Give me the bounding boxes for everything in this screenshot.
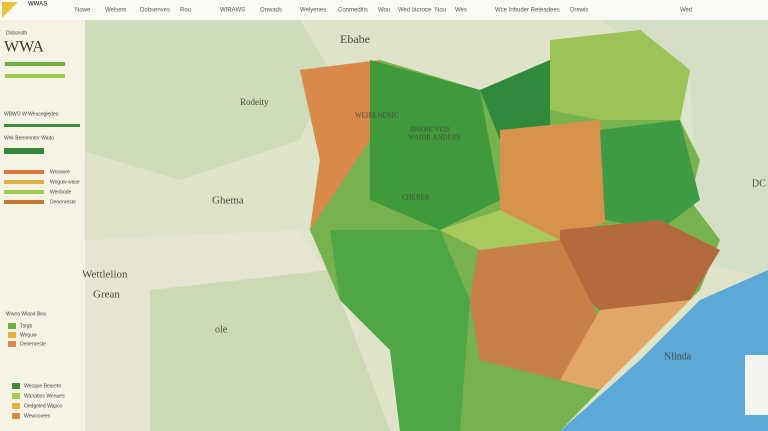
nav-item: Conmeditis: [338, 8, 368, 14]
nav-item: Rou: [180, 8, 191, 14]
panel-heading: WBWO W Weucegledes: [4, 111, 59, 117]
map-label: CHERER: [402, 194, 430, 202]
nav-item: Onwads: [260, 8, 282, 14]
map-label: Nlinda: [664, 351, 692, 362]
legend-label: Oedgeled Wapos: [24, 403, 63, 409]
legend-bar: [4, 148, 44, 154]
legend-label: Wrowore: [50, 169, 70, 175]
legend-swatch: [12, 383, 20, 389]
legend-bar: [5, 62, 65, 66]
country: [330, 230, 470, 431]
legend-swatch: [8, 332, 16, 338]
map-label: WAIDR ANDERS: [408, 134, 460, 142]
panel-lower-heading: Wwea Wlaod Bea: [6, 311, 46, 317]
brand: WWAS: [28, 2, 47, 8]
country: [300, 60, 380, 230]
legend-swatch: [12, 403, 20, 409]
map-label: BNERE VEIS: [410, 126, 450, 134]
panel-subheading: Wek Bemennter Wado: [4, 135, 54, 141]
region: [80, 20, 330, 180]
map-label: WEIBENENIC: [355, 112, 399, 120]
legend-swatch: [8, 341, 16, 347]
legend-label: Wanabos Wenues: [24, 393, 65, 399]
info-box: [745, 355, 768, 415]
legend-label: Wenbode: [50, 189, 72, 195]
country: [370, 60, 500, 230]
legend-bar: [4, 124, 80, 127]
legend-label: Denenreste: [50, 199, 76, 205]
nav-item: Welsem: [105, 8, 127, 14]
country: [550, 30, 690, 120]
country: [440, 210, 560, 250]
panel-title: WWA: [4, 39, 44, 56]
nav-item: Nowe: [75, 8, 91, 14]
legend-label: Wewoorees: [24, 413, 51, 419]
legend-swatch: [8, 323, 16, 329]
nav-item: Welyenes: [300, 8, 326, 14]
legend-label: Woguw wase: [50, 179, 80, 185]
country: [470, 240, 600, 380]
country: [600, 120, 700, 230]
logo: [2, 2, 18, 18]
legend-swatch: [4, 170, 44, 174]
region: [150, 270, 390, 431]
nav-item: Drewis: [570, 8, 588, 14]
map-label: Wettlelion: [82, 269, 128, 281]
legend-swatch: [4, 200, 44, 204]
country: [500, 120, 610, 240]
nav-item: Wou: [378, 8, 390, 14]
map-label: DC: [752, 178, 766, 189]
nav-item: Dobsenves: [140, 8, 170, 14]
legend-swatch: [12, 413, 20, 419]
country: [480, 60, 550, 140]
ocean: [560, 270, 768, 431]
map-label: Rodeity: [240, 97, 269, 107]
top-bar: [0, 0, 768, 20]
region: [600, 20, 768, 280]
country: [560, 300, 690, 390]
nav-item: WIRAWS: [220, 8, 245, 14]
panel-subtitle: Dobsnsth: [6, 30, 27, 36]
map-label: Ghema: [212, 195, 244, 207]
nav-item: Wce Inbuder Reteadees: [495, 8, 560, 14]
legend-label: Denenreste: [20, 341, 46, 347]
legend-swatch: [12, 393, 20, 399]
legend-bar: [5, 74, 65, 78]
legend-swatch: [4, 180, 44, 184]
nav-item: Wed: [680, 8, 692, 14]
legend-label: Woguw: [20, 332, 37, 338]
side-panel: [0, 20, 85, 431]
map-label: Ebabe: [340, 32, 370, 46]
nav-item: Wed lacroce: [398, 8, 432, 14]
map-label: Grean: [93, 289, 120, 301]
legend-label: Tsrgb: [20, 323, 32, 329]
map-label: ole: [215, 324, 228, 335]
nav-item: Nou: [435, 8, 446, 14]
nav-item: Wes: [455, 8, 467, 14]
country: [560, 220, 720, 310]
legend-label: Wesqoe Bearetn: [24, 383, 61, 389]
legend-swatch: [4, 190, 44, 194]
